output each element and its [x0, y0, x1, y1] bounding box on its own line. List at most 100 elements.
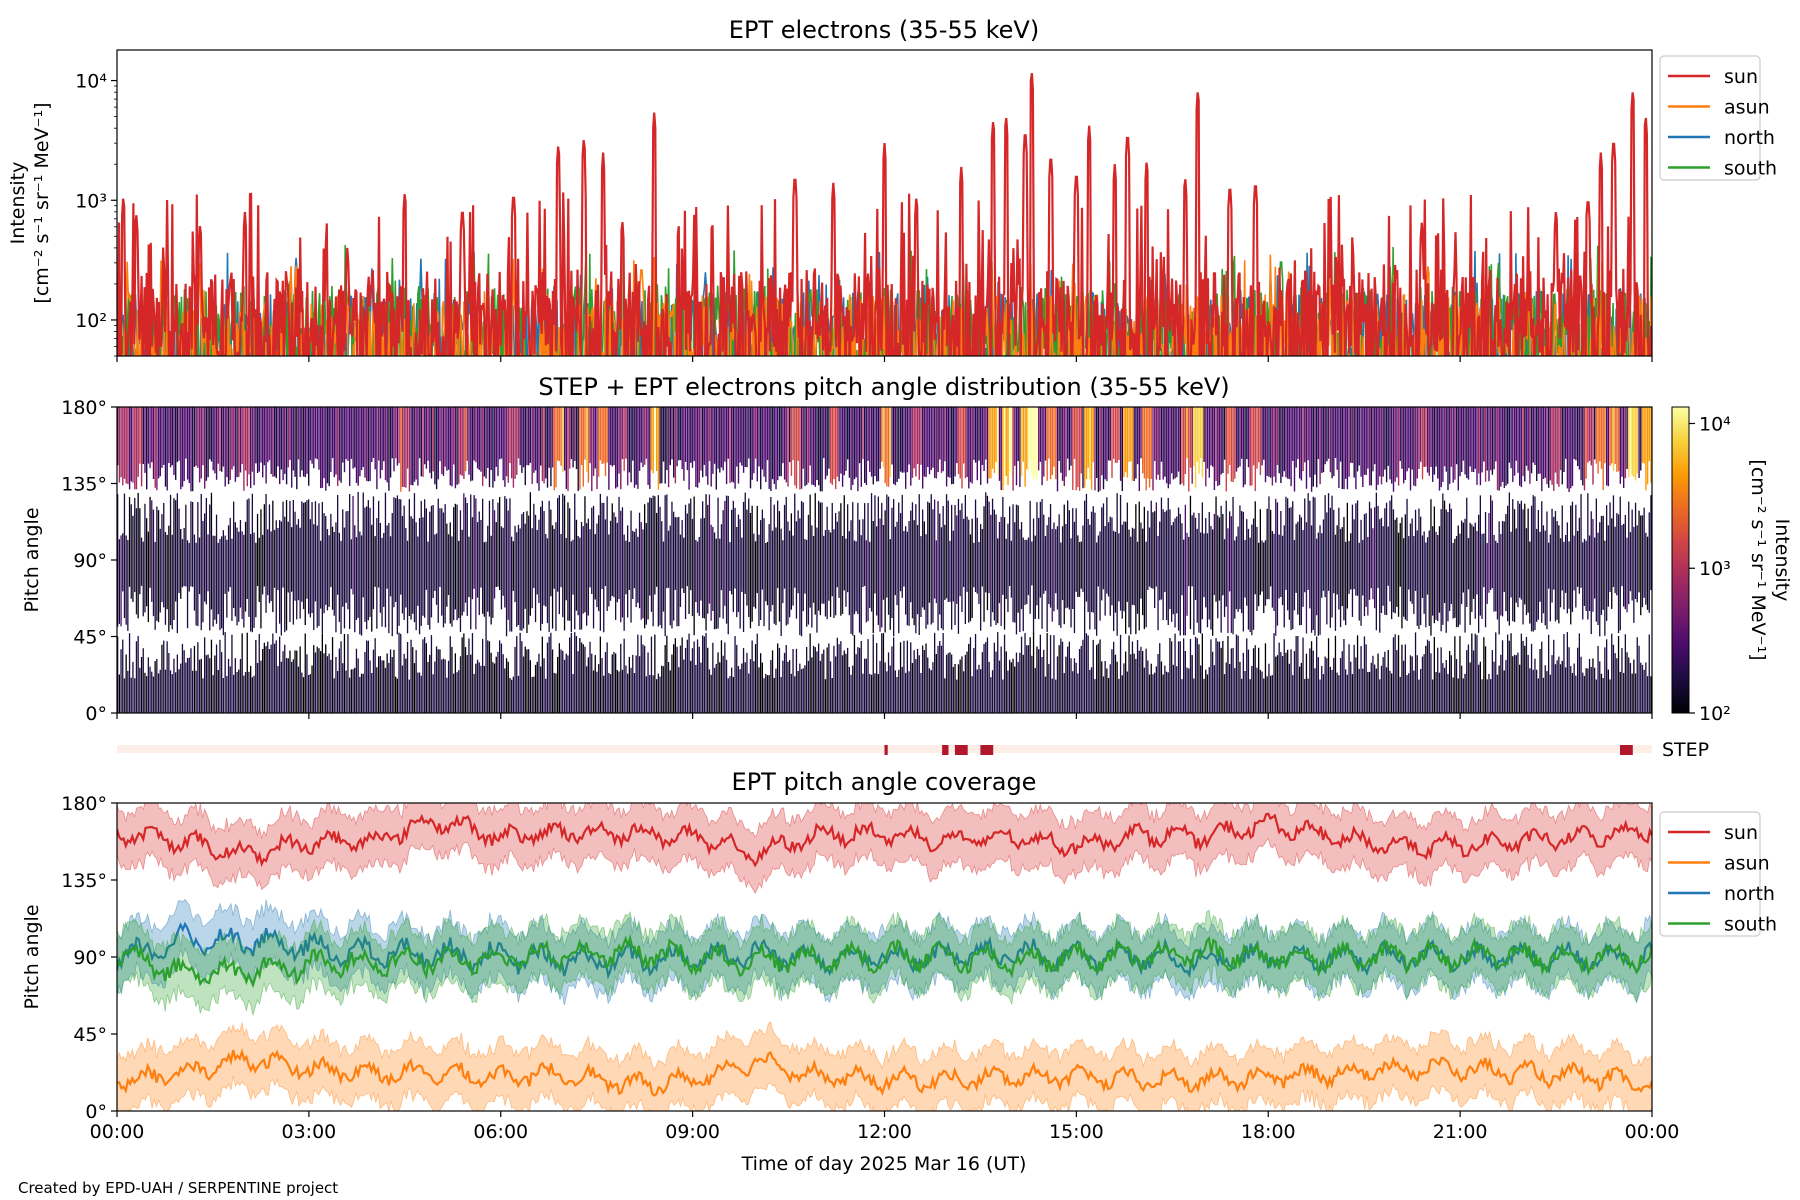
pad-bin-asun [1270, 675, 1272, 713]
pad-bin-sun [691, 407, 694, 468]
pad-bin-perp [215, 514, 218, 624]
pad-bin-perp [1525, 528, 1528, 616]
pad-bin-asun [1268, 663, 1270, 713]
pad-bin-sun [186, 407, 189, 480]
pad-bin-sun [461, 407, 463, 476]
pad-bin-sun [1102, 407, 1105, 490]
pad-bin-asun [1602, 678, 1604, 713]
pad-bin-sun [833, 407, 835, 480]
pad-bin-sun [1595, 407, 1598, 464]
pad-bin-perp [1179, 513, 1181, 636]
pad-bin-sun [1585, 407, 1587, 479]
pad-bin-asun [836, 637, 838, 713]
pad-bin-sun [708, 407, 711, 462]
pad-bin-perp [338, 532, 340, 622]
pad-bin-sun [707, 407, 709, 485]
pad-bin-sun [1304, 407, 1306, 463]
pad-bin-sun [1385, 407, 1388, 483]
pad-bin-asun [797, 671, 799, 713]
pad-bin-asun [1053, 635, 1055, 713]
pad-bin-asun [840, 641, 842, 713]
pad-bin-perp [495, 522, 497, 587]
pad-bin-asun [1394, 634, 1396, 713]
pad-bin-asun [659, 676, 661, 713]
pad-bin-asun [1351, 674, 1354, 713]
pad-bin-asun [1476, 635, 1478, 713]
pad-bin-asun [1449, 651, 1451, 713]
pad-bin-asun [1408, 673, 1410, 713]
pad-bin-asun [713, 667, 716, 713]
pad-bin-sun [727, 407, 729, 459]
pad-bin-asun [1029, 637, 1031, 713]
pad-bin-asun [918, 655, 920, 713]
pad-bin-perp [1413, 535, 1415, 614]
pad-bin-asun [1551, 655, 1553, 713]
pad-bin-perp [551, 525, 554, 629]
pad-bin-sun [301, 407, 303, 471]
pad-bin-perp [598, 515, 600, 612]
pad-bin-sun [797, 407, 799, 461]
pad-bin-asun [758, 667, 760, 713]
colorbar-label-line2: [cm⁻² s⁻¹ sr⁻¹ MeV⁻¹] [1747, 459, 1769, 660]
pad-bin-asun [291, 661, 293, 713]
pad-bin-sun [667, 407, 670, 488]
pad-bin-sun [253, 407, 255, 486]
pad-bin-sun [638, 407, 641, 471]
pad-bin-perp [771, 530, 774, 605]
pad-bin-sun [795, 407, 798, 489]
pad-bin-asun [1247, 649, 1250, 713]
pad-bin-asun [1155, 666, 1157, 713]
pad-bin-sun [205, 407, 208, 481]
pad-bin-perp [1411, 518, 1413, 604]
pad-bin-asun [422, 639, 424, 713]
pad-bin-perp [391, 513, 393, 637]
pad-bin-perp [1302, 530, 1304, 607]
pad-bin-asun [1629, 663, 1632, 713]
pad-bin-sun [1138, 407, 1140, 491]
pad-bin-perp [434, 534, 436, 591]
pad-bin-asun [1177, 641, 1180, 713]
pad-bin-perp [432, 505, 434, 599]
pad-bin-sun [250, 407, 252, 489]
pad-bin-perp [806, 539, 808, 627]
pad-bin-perp [265, 494, 267, 613]
pad-bin-sun [1029, 407, 1031, 462]
pad-bin-asun [744, 662, 746, 713]
pad-bin-sun [1097, 407, 1100, 492]
pad-bin-asun [1343, 639, 1345, 713]
pad-bin-asun [1542, 677, 1545, 713]
pad-bin-sun [1259, 407, 1262, 476]
pad-bin-perp [601, 502, 603, 590]
pad-bin-sun [848, 407, 851, 478]
pad-bin-sun [1413, 407, 1415, 486]
pad-bin-perp [183, 528, 185, 587]
pad-bin-asun [1118, 678, 1120, 713]
pad-bin-sun [1519, 407, 1521, 486]
pad-bin-sun [852, 407, 854, 485]
pad-bin-asun [418, 672, 421, 713]
pad-bin-perp [1498, 521, 1500, 635]
pad-bin-asun [1525, 636, 1528, 713]
pad-bin-sun [632, 407, 634, 461]
pad-bin-sun [1172, 407, 1175, 480]
pad-bin-asun [1072, 671, 1074, 713]
pad-bin-perp [1443, 500, 1446, 603]
pad-bin-perp [1636, 525, 1638, 603]
pad-bin-sun [1193, 407, 1195, 467]
pad-bin-perp [279, 520, 281, 624]
pad-bin-asun [592, 670, 595, 713]
pad-bin-perp [1421, 535, 1424, 598]
pad-bin-perp [1244, 539, 1246, 598]
pad-bin-asun [734, 636, 736, 713]
pad-bin-sun [545, 407, 547, 479]
pad-bin-sun [732, 407, 735, 483]
pad-bin-perp [164, 532, 167, 625]
pad-bin-asun [250, 665, 252, 713]
pad-bin-perp [1160, 497, 1163, 600]
pad-bin-asun [717, 652, 719, 713]
pad-bin-asun [1414, 632, 1417, 713]
pad-bin-perp [1510, 531, 1512, 598]
pad-bin-sun [654, 407, 656, 462]
pad-bin-perp [420, 500, 422, 626]
pad-bin-perp [294, 511, 296, 601]
